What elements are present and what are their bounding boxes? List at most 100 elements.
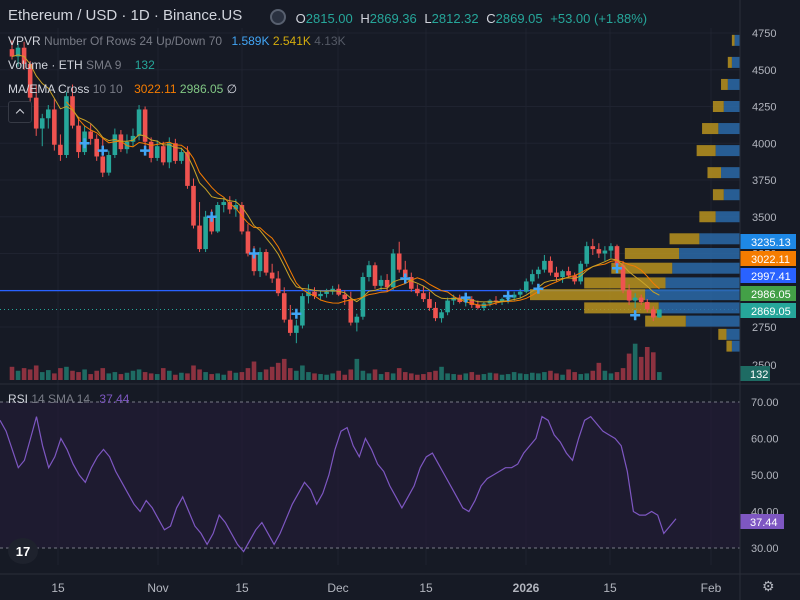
volume-bar xyxy=(517,373,523,380)
candle-body xyxy=(523,281,529,292)
candle-body xyxy=(221,202,227,205)
vpvr-params: Number Of Rows 24 Up/Down 70 xyxy=(44,34,223,48)
volume-bar xyxy=(560,374,565,380)
candle-body xyxy=(52,109,57,145)
volume-bar xyxy=(475,374,481,380)
candle-body xyxy=(390,253,396,288)
volume-bar xyxy=(536,373,541,380)
candle-body xyxy=(167,143,172,163)
candle-body xyxy=(58,144,63,156)
vp-down-bar xyxy=(707,167,722,179)
volume-bar xyxy=(306,372,311,380)
collapse-legend-button[interactable] xyxy=(8,101,32,123)
vp-down-bar xyxy=(699,211,716,223)
settings-gear-icon[interactable]: ⚙ xyxy=(762,578,775,594)
low-value: 2812.32 xyxy=(431,11,479,26)
rsi-line xyxy=(0,415,677,553)
volume-value: 132 xyxy=(134,58,155,72)
ma-slow-line xyxy=(11,54,660,303)
candle-body xyxy=(451,297,456,301)
volume-bar xyxy=(330,373,335,380)
volume-bar xyxy=(602,370,608,380)
volume-bar xyxy=(245,368,251,380)
vpvr-legend[interactable]: VPVR Number Of Rows 24 Up/Down 70 1.589K… xyxy=(8,34,346,48)
rsi-label-text: 37.44 xyxy=(750,517,778,529)
vp-down-bar xyxy=(624,248,680,259)
volume-bar xyxy=(505,374,511,380)
vp-up-bar xyxy=(726,328,740,340)
volume-legend[interactable]: Volume · ETH SMA 9 132 xyxy=(8,58,155,72)
volume-bar xyxy=(288,368,293,380)
rsi-pane xyxy=(0,415,677,553)
rsi-legend[interactable]: RSI 14 SMA 14 37.44 xyxy=(8,392,129,406)
candle-body xyxy=(554,272,559,278)
volume-bar xyxy=(136,369,142,380)
candle-body xyxy=(445,300,450,313)
vp-down-bar xyxy=(712,101,724,112)
cross-marker xyxy=(97,145,108,156)
price-label-box xyxy=(740,286,796,301)
symbol-title-text: Ethereum / USD · 1D · Binance.US xyxy=(8,7,243,24)
vp-down-bar xyxy=(718,328,727,340)
price-tick-label: 3750 xyxy=(752,175,776,187)
price-tick-label: 4250 xyxy=(752,102,776,114)
vp-up-bar xyxy=(685,315,740,327)
ma-name: MA/EMA Cross xyxy=(8,82,90,96)
ma-legend[interactable]: MA/EMA Cross 10 10 3022.11 2986.05 ∅ xyxy=(8,82,237,96)
cross-marker xyxy=(79,138,90,149)
candle-body xyxy=(632,297,638,301)
vp-down-bar xyxy=(727,56,732,68)
volume-bar xyxy=(281,358,287,380)
candle-body xyxy=(76,125,81,153)
volume-bar xyxy=(275,362,281,380)
volume-bar xyxy=(457,374,462,380)
vp-up-bar xyxy=(715,211,740,223)
volume-bar xyxy=(481,374,487,380)
volume-bar xyxy=(632,343,638,380)
candle-body xyxy=(300,296,305,326)
time-tick-label: 15 xyxy=(419,581,433,595)
volume-bars xyxy=(9,343,662,380)
open-key: O xyxy=(295,11,306,26)
candle-body xyxy=(366,265,372,278)
volume-bar xyxy=(142,372,148,380)
open-value: 2815.00 xyxy=(305,11,353,26)
candle-body xyxy=(281,293,287,320)
cross-marker xyxy=(249,248,259,259)
volume-bar xyxy=(638,356,644,380)
volume-bar xyxy=(433,370,438,380)
rsi-tick-label: 30.00 xyxy=(751,543,779,555)
candle-body xyxy=(27,63,33,98)
visibility-eye-icon[interactable] xyxy=(270,9,286,25)
candle-body xyxy=(530,274,535,282)
volume-bar xyxy=(27,369,33,380)
change-value: +53.00 (+1.88%) xyxy=(550,11,648,26)
candle-body xyxy=(227,202,233,210)
volume-bar xyxy=(590,370,596,380)
volume-bar xyxy=(554,373,559,380)
volume-bar xyxy=(421,374,426,380)
price-label-box xyxy=(740,303,796,318)
candle-body xyxy=(46,109,51,119)
volume-bar xyxy=(130,370,136,380)
ma-slow-value: 2986.05 xyxy=(179,82,224,96)
symbol-title[interactable]: Ethereum / USD · 1D · Binance.US xyxy=(8,7,242,24)
time-tick-label: 15 xyxy=(603,581,617,595)
vp-up-bar xyxy=(731,56,740,68)
volume-bar xyxy=(160,368,166,380)
volume-bar xyxy=(360,370,366,380)
tradingview-logo[interactable]: 17 xyxy=(8,538,38,564)
price-label-text: 3022.11 xyxy=(751,254,790,266)
candle-body xyxy=(148,141,154,158)
candle-body xyxy=(475,304,481,308)
cross-markers xyxy=(79,138,641,321)
volume-bar xyxy=(179,372,184,380)
price-tick-label: 3500 xyxy=(752,212,776,224)
candle-body xyxy=(294,325,299,333)
volume-bar xyxy=(148,373,154,380)
rsi-tick-label: 50.00 xyxy=(751,470,779,482)
time-tick-label: 2026 xyxy=(513,581,540,595)
volume-bar xyxy=(312,373,317,380)
candle-body xyxy=(203,216,208,250)
